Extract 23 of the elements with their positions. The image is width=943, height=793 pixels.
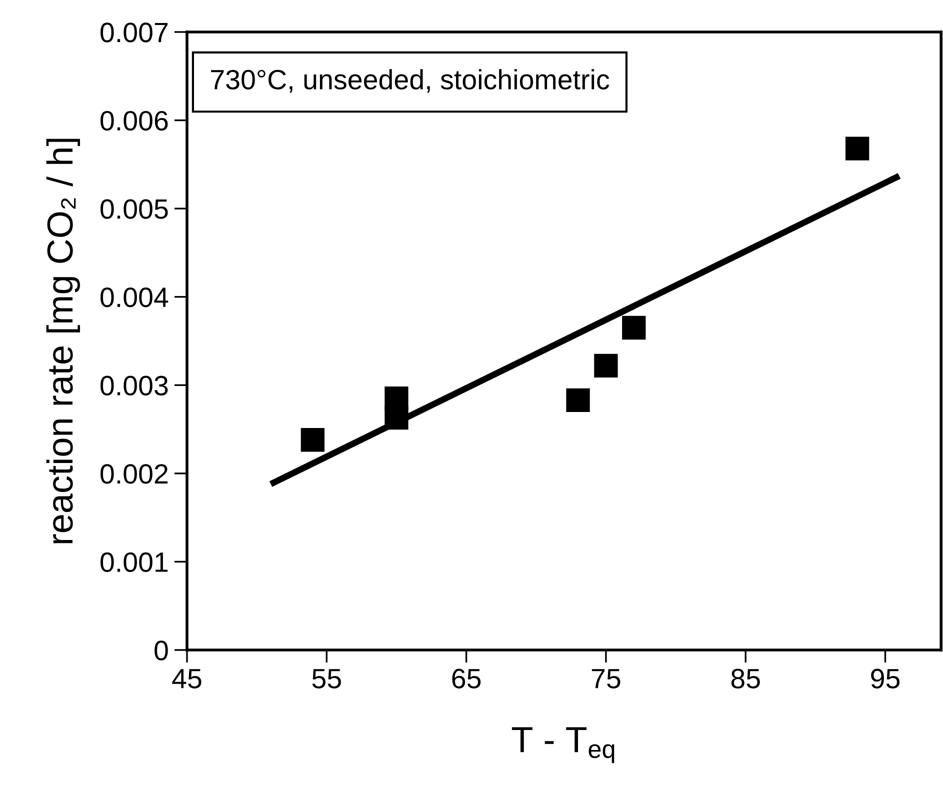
y-tick-label: 0.005: [100, 199, 168, 219]
annotation: 730°C, unseeded, stoichiometric: [211, 69, 610, 93]
x-tick-label: 85: [731, 668, 760, 688]
point: [566, 388, 590, 412]
y-tick-label: 0.007: [100, 22, 168, 42]
x-tick-label: 55: [312, 669, 341, 688]
y-tick-label: 0: [154, 640, 168, 660]
y-tick-label: 0.002: [100, 464, 168, 484]
point: [384, 406, 408, 430]
point: [846, 136, 870, 160]
y-axis-title: reaction rate [mg CO₂ / h]: [46, 138, 80, 544]
y-tick-label: 0.003: [100, 376, 168, 396]
x-tick-label: 45: [172, 669, 202, 688]
point: [300, 428, 325, 452]
x-tick-label: 95: [871, 668, 900, 688]
y-tick-label: 0.001: [100, 552, 168, 572]
x-axis-title: T - T$_{eq}$: [512, 727, 614, 764]
point: [622, 316, 646, 340]
x-tick-label: 75: [592, 669, 620, 688]
point: [594, 354, 618, 378]
x-tick-label: 65: [452, 668, 481, 688]
y-tick-label: 0.006: [100, 110, 168, 131]
y-tick-label: 0.004: [100, 288, 168, 308]
